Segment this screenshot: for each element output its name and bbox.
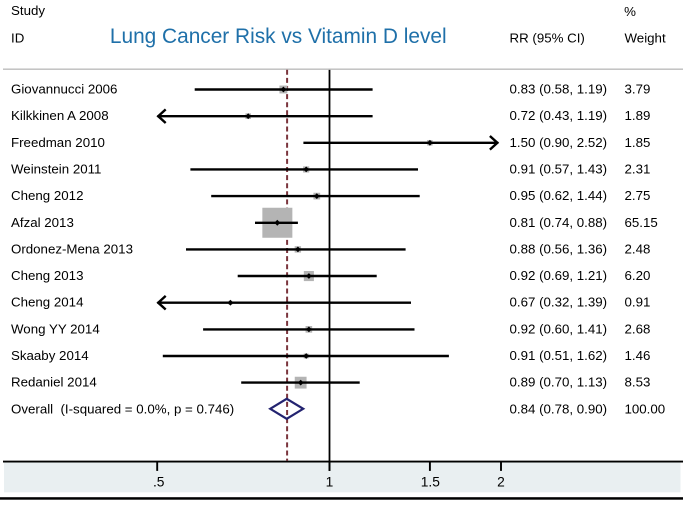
svg-text:0.84 (0.78, 0.90): 0.84 (0.78, 0.90) <box>510 401 608 416</box>
svg-text:Cheng 2013: Cheng 2013 <box>11 268 83 283</box>
svg-text:0.81 (0.74, 0.88): 0.81 (0.74, 0.88) <box>510 215 608 230</box>
svg-text:1.85: 1.85 <box>625 135 651 150</box>
svg-text:Cheng 2014: Cheng 2014 <box>11 295 83 310</box>
svg-text:65.15: 65.15 <box>625 215 658 230</box>
svg-text:Study: Study <box>11 3 45 18</box>
svg-text:0.92 (0.69, 1.21): 0.92 (0.69, 1.21) <box>510 268 608 283</box>
svg-text:Freedman 2010: Freedman 2010 <box>11 135 105 150</box>
svg-text:0.88 (0.56, 1.36): 0.88 (0.56, 1.36) <box>510 241 608 256</box>
svg-text:Overall (I-squared = 0.0%, p: Overall (I-squared = 0.0%, p = 0.746) <box>11 401 234 416</box>
svg-text:Weight: Weight <box>625 31 666 46</box>
svg-text:0.91: 0.91 <box>625 295 651 310</box>
svg-text:Kilkkinen A 2008: Kilkkinen A 2008 <box>11 108 109 123</box>
svg-text:100.00: 100.00 <box>625 401 666 416</box>
svg-text:0.83 (0.58, 1.19): 0.83 (0.58, 1.19) <box>510 82 608 97</box>
svg-text:.5: .5 <box>153 474 165 489</box>
svg-text:1.46: 1.46 <box>625 348 651 363</box>
svg-text:2: 2 <box>497 474 505 489</box>
svg-text:2.75: 2.75 <box>625 188 651 203</box>
svg-text:Wong YY 2014: Wong YY 2014 <box>11 321 100 336</box>
svg-text:0.92 (0.60, 1.41): 0.92 (0.60, 1.41) <box>510 321 608 336</box>
svg-text:0.91 (0.51, 1.62): 0.91 (0.51, 1.62) <box>510 348 608 363</box>
svg-text:Cheng 2012: Cheng 2012 <box>11 188 83 203</box>
svg-text:Skaaby 2014: Skaaby 2014 <box>11 348 89 363</box>
svg-text:0.67 (0.32, 1.39): 0.67 (0.32, 1.39) <box>510 295 608 310</box>
svg-text:8.53: 8.53 <box>625 375 651 390</box>
svg-text:6.20: 6.20 <box>625 268 651 283</box>
svg-text:Lung Cancer Risk vs Vitamin D: Lung Cancer Risk vs Vitamin D level <box>110 25 447 48</box>
svg-text:Ordonez-Mena 2013: Ordonez-Mena 2013 <box>11 241 133 256</box>
svg-text:1.50 (0.90, 2.52): 1.50 (0.90, 2.52) <box>510 135 608 150</box>
svg-text:0.72 (0.43, 1.19): 0.72 (0.43, 1.19) <box>510 108 608 123</box>
svg-text:2.48: 2.48 <box>625 241 651 256</box>
svg-text:1.5: 1.5 <box>421 474 441 489</box>
svg-text:3.79: 3.79 <box>625 82 651 97</box>
svg-text:Weinstein 2011: Weinstein 2011 <box>11 161 101 176</box>
svg-text:Afzal 2013: Afzal 2013 <box>11 215 74 230</box>
svg-text:1: 1 <box>326 474 334 489</box>
svg-text:0.91 (0.57, 1.43): 0.91 (0.57, 1.43) <box>510 161 608 176</box>
svg-text:%: % <box>624 4 636 19</box>
svg-text:0.95 (0.62, 1.44): 0.95 (0.62, 1.44) <box>510 188 608 203</box>
svg-text:Redaniel 2014: Redaniel 2014 <box>11 375 97 390</box>
svg-text:2.31: 2.31 <box>625 161 651 176</box>
svg-text:1.89: 1.89 <box>625 108 651 123</box>
svg-text:ID: ID <box>11 31 24 46</box>
svg-text:RR (95% CI): RR (95% CI) <box>510 31 585 46</box>
svg-text:0.89 (0.70, 1.13): 0.89 (0.70, 1.13) <box>510 375 608 390</box>
svg-text:Giovannucci 2006: Giovannucci 2006 <box>11 82 117 97</box>
svg-text:2.68: 2.68 <box>625 321 651 336</box>
